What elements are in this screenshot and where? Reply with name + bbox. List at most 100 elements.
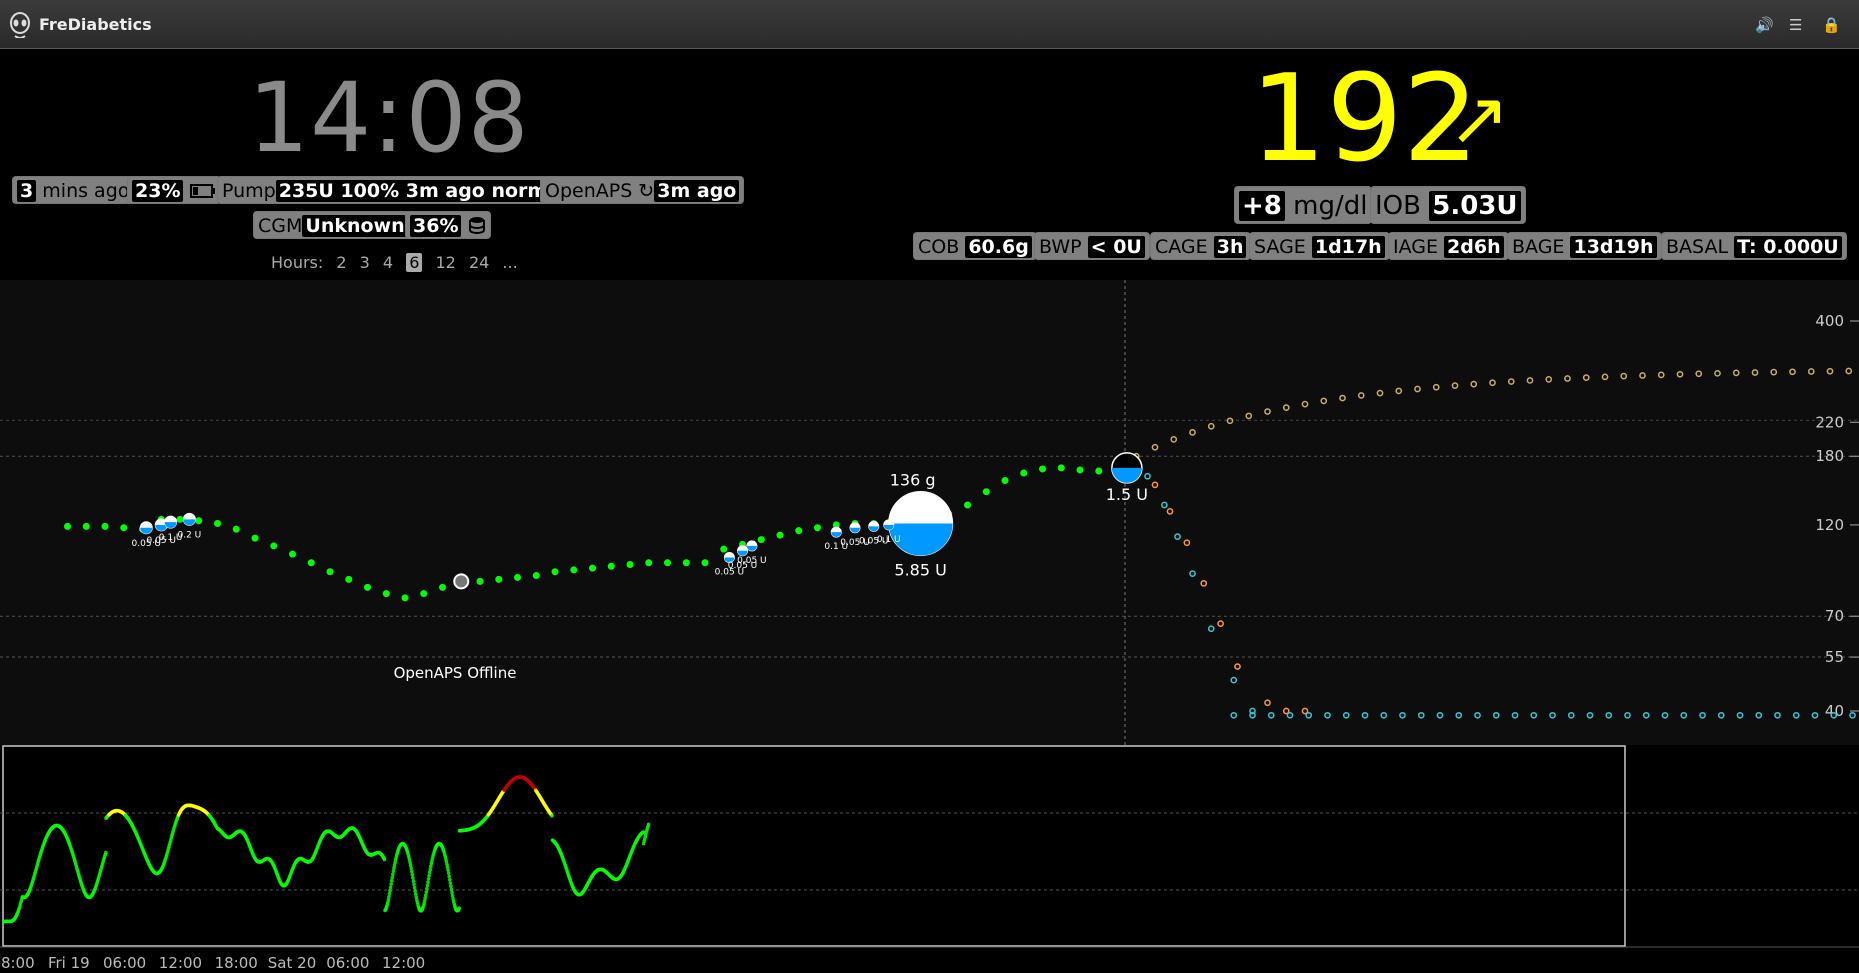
prediction-point	[1249, 711, 1256, 719]
bolus-label: 5.85 U	[894, 561, 946, 580]
sgv-point	[607, 562, 615, 570]
prediction-point	[1657, 371, 1665, 379]
prediction-point	[1470, 380, 1478, 388]
calibration-point	[453, 573, 470, 590]
overview-point	[646, 822, 651, 827]
overview-point	[411, 876, 415, 880]
sgv-point	[326, 568, 334, 576]
last-update-pill: 3 mins ago	[12, 176, 135, 204]
basal-pill: BASAL T: 0.000U	[1661, 232, 1847, 260]
sgv-point	[251, 534, 259, 542]
hours-option-4[interactable]: 4	[382, 253, 394, 272]
prediction-point	[1380, 711, 1388, 719]
overview-point	[445, 862, 449, 867]
bolus-fill	[850, 527, 860, 533]
sgv-point	[120, 524, 128, 532]
prediction-point	[1451, 382, 1459, 389]
prediction-point	[1264, 408, 1271, 415]
prediction-point	[1414, 385, 1421, 393]
overview-tick-label: 06:00	[103, 954, 146, 972]
hours-label: Hours:	[271, 253, 324, 272]
sgv-point	[382, 590, 390, 598]
lock-icon[interactable]: 🔒	[1822, 16, 1841, 34]
overview-point	[104, 850, 108, 855]
sgv-point	[195, 517, 203, 525]
cgm-battery-pill: 36%	[405, 211, 491, 239]
prediction-point	[1605, 711, 1613, 719]
trend-arrow-icon: ↗	[1448, 76, 1511, 162]
overview-point	[428, 864, 433, 869]
battery-icon	[189, 180, 216, 202]
speaker-icon[interactable]: 🔊	[1755, 16, 1774, 34]
sgv-point	[345, 575, 353, 583]
hours-option-2[interactable]: 2	[336, 253, 347, 272]
overview-point	[444, 859, 449, 864]
menu-icon[interactable]: ☰	[1789, 16, 1803, 34]
carbs-label: 136 g	[890, 471, 936, 490]
bolus-fill	[183, 519, 196, 526]
prediction-point	[1189, 429, 1196, 436]
prediction-point	[1545, 376, 1553, 383]
bolus-label: 0.05 U	[715, 568, 745, 578]
overview-point	[447, 874, 451, 879]
prediction-point	[1207, 625, 1215, 633]
prediction-point	[1511, 711, 1519, 719]
sgv-point	[1057, 464, 1065, 472]
sgv-point	[214, 520, 221, 528]
prediction-point	[1732, 369, 1740, 377]
prediction-point	[1811, 711, 1819, 719]
sgv-point	[176, 515, 184, 523]
prediction-point	[1151, 443, 1159, 451]
overview-point	[386, 897, 391, 902]
prediction-point	[1217, 620, 1224, 627]
overview-point	[408, 860, 412, 865]
prediction-point	[1200, 579, 1208, 587]
prediction-point	[1530, 711, 1538, 719]
database-icon	[468, 215, 486, 237]
sgv-point	[814, 524, 821, 532]
overview-point	[429, 861, 434, 866]
cage-pill: CAGE 3h	[1150, 232, 1252, 260]
prediction-point	[1642, 711, 1650, 719]
prediction-point	[1717, 711, 1725, 719]
sgv-point	[757, 536, 765, 544]
prediction-point	[1320, 397, 1328, 405]
sgv-point	[626, 560, 634, 568]
sgv-point	[776, 531, 784, 539]
hours-selector: Hours: 2 3 4 6 12 24 ...	[271, 253, 526, 272]
hours-option-6[interactable]: 6	[406, 253, 423, 272]
hours-option-3[interactable]: 3	[359, 253, 370, 272]
overview-point	[413, 892, 418, 896]
prediction-point	[1174, 533, 1181, 540]
bolus-fill	[155, 524, 168, 531]
brush-window[interactable]	[2, 745, 1626, 947]
bolus-fill	[888, 523, 953, 556]
prediction-point	[1792, 711, 1800, 719]
overview-tick-label: 12:00	[382, 954, 425, 972]
overview-point	[391, 872, 395, 877]
sgv-point	[1039, 465, 1046, 473]
pump-pill: Pump 235U 100% 3m ago normal	[217, 176, 575, 204]
overview-tick-label: 18:00	[0, 954, 35, 972]
hours-option-12[interactable]: 12	[435, 253, 456, 272]
prediction-point	[1680, 711, 1688, 719]
bolus-fill	[1111, 467, 1142, 483]
bolus-fill	[164, 522, 177, 529]
prediction-point	[1339, 394, 1346, 402]
prediction-point	[1342, 711, 1350, 719]
hours-option-24[interactable]: 24	[468, 253, 490, 272]
hours-option-more[interactable]: ...	[502, 253, 518, 272]
prediction-point	[1399, 711, 1406, 719]
prediction-point	[1234, 663, 1241, 670]
bg-value: 192	[1250, 50, 1480, 189]
prediction-point	[1489, 379, 1496, 387]
prediction-point	[1207, 422, 1215, 430]
prediction-point	[1170, 436, 1178, 443]
iage-pill: IAGE 2d6h	[1388, 232, 1509, 260]
overview-point	[412, 882, 416, 887]
sgv-point	[514, 573, 521, 581]
overview-point	[392, 866, 396, 870]
prediction-point	[1264, 699, 1271, 707]
y-tick-label: 120	[1815, 516, 1844, 534]
